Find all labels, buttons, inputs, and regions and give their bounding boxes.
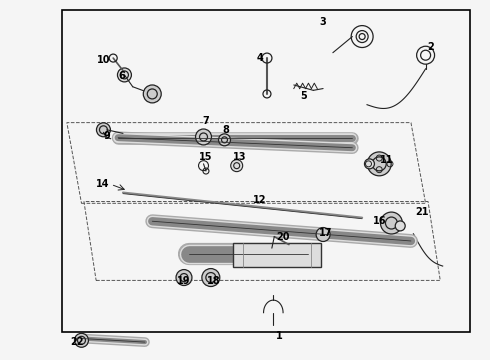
Circle shape [176, 270, 192, 285]
Circle shape [196, 129, 212, 145]
Circle shape [380, 212, 402, 234]
Circle shape [316, 228, 330, 242]
Text: 12: 12 [253, 195, 267, 205]
Text: 18: 18 [206, 276, 220, 286]
Text: 10: 10 [97, 55, 110, 65]
Text: 11: 11 [380, 155, 393, 165]
Text: 22: 22 [70, 337, 83, 347]
Circle shape [202, 269, 220, 287]
Text: 5: 5 [300, 91, 307, 101]
Text: 19: 19 [177, 276, 191, 286]
Text: 3: 3 [319, 17, 326, 27]
Bar [62, 10, 469, 332]
Text: 9: 9 [104, 131, 111, 141]
Circle shape [365, 159, 374, 169]
Circle shape [97, 123, 110, 137]
Text: 17: 17 [319, 228, 332, 238]
Circle shape [219, 134, 230, 146]
Text: 1: 1 [276, 331, 283, 341]
Text: 2: 2 [427, 42, 434, 52]
Text: 13: 13 [233, 152, 247, 162]
Circle shape [74, 333, 89, 347]
Polygon shape [233, 243, 320, 267]
Text: 4: 4 [256, 53, 263, 63]
Circle shape [231, 160, 243, 172]
Circle shape [395, 221, 405, 231]
Text: 14: 14 [96, 179, 109, 189]
Text: 16: 16 [372, 216, 386, 226]
Circle shape [118, 68, 131, 82]
Text: 15: 15 [199, 152, 213, 162]
Text: 8: 8 [222, 125, 229, 135]
Text: 7: 7 [202, 116, 209, 126]
Text: 6: 6 [119, 71, 125, 81]
Circle shape [143, 85, 161, 103]
Text: 21: 21 [415, 207, 428, 217]
Circle shape [368, 152, 391, 176]
Text: 20: 20 [276, 232, 289, 242]
